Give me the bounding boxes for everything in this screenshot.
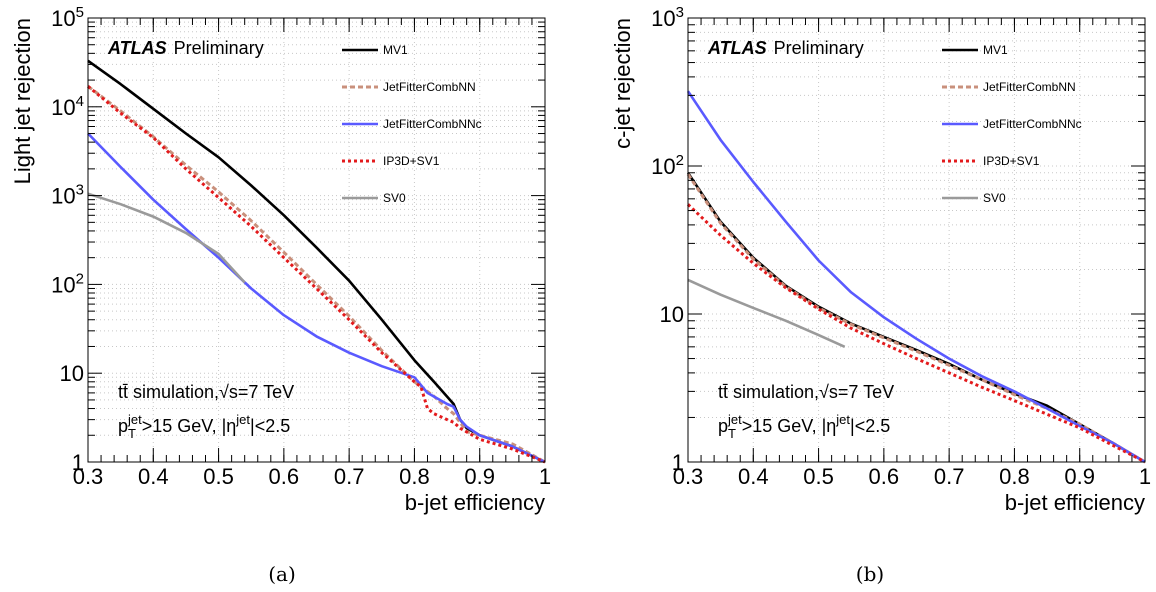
y-tick-label: 105 xyxy=(51,4,84,31)
y-tick-label: 102 xyxy=(51,270,84,297)
x-tick-label: 0.3 xyxy=(73,464,104,489)
series-line-ip3d-sv1 xyxy=(686,203,1146,464)
annotation-cuts: pTjet>15 GeV, |ηjet|<2.5 xyxy=(118,412,290,441)
series-line-jetfittercombnnc xyxy=(686,90,1146,464)
annotation: tt̄ simulation,√s=7 TeV pTjet>15 GeV, |ηj… xyxy=(718,382,894,441)
y-axis: 1 10 102 103 104 105 Light jet rejection xyxy=(10,4,545,475)
series-group xyxy=(686,90,1146,464)
plot-frame xyxy=(87,17,546,463)
annotation-simulation: tt̄ simulation,√s=7 TeV xyxy=(718,382,894,402)
panel-caption: (b) xyxy=(856,562,884,586)
y-tick-label: 1 xyxy=(72,450,84,475)
series-line-jetfittercombnnc xyxy=(87,132,546,464)
plot-frame xyxy=(687,17,1146,463)
x-tick-label: 0.9 xyxy=(464,464,495,489)
series-line-sv0 xyxy=(87,192,246,284)
x-tick-label: 0.5 xyxy=(803,464,834,489)
chart-panel-a: 0.3 0.4 0.5 0.6 0.7 0.8 0.9 1b-jet efficiency11… xyxy=(10,4,551,586)
legend: MV1 JetFitterCombNN JetFitterCombNNc IP3D+S… xyxy=(342,43,482,205)
series-group xyxy=(87,59,546,464)
x-tick-label: 0.8 xyxy=(999,464,1030,489)
x-tick-label: 0.7 xyxy=(934,464,965,489)
x-tick-label: 0.6 xyxy=(269,464,300,489)
legend-label: MV1 xyxy=(983,43,1008,57)
legend-label: JetFitterCombNNc xyxy=(983,117,1082,131)
x-tick-label: 0.8 xyxy=(399,464,430,489)
x-tick-label: 1 xyxy=(539,464,551,489)
legend-label: JetFitterCombNNc xyxy=(383,117,482,131)
y-tick-label: 102 xyxy=(651,152,684,179)
x-tick-label: 0.3 xyxy=(673,464,704,489)
y-axis-label: Light jet rejection xyxy=(10,18,35,184)
x-tick-label: 1 xyxy=(1139,464,1151,489)
legend-label: MV1 xyxy=(383,43,408,57)
x-tick-label: 0.6 xyxy=(869,464,900,489)
panel-caption: (a) xyxy=(268,562,296,586)
y-axis: 1 10 102 103 c-jet rejection xyxy=(610,4,1145,475)
y-tick-label: 104 xyxy=(51,93,84,120)
y-tick-label: 10 xyxy=(60,361,84,386)
annotation-simulation: tt̄ simulation,√s=7 TeV xyxy=(118,382,294,402)
y-tick-label: 103 xyxy=(651,4,684,31)
x-axis-label: b-jet efficiency xyxy=(405,490,545,515)
legend-label: IP3D+SV1 xyxy=(383,154,440,168)
x-tick-label: 0.4 xyxy=(738,464,769,489)
series-line-sv0 xyxy=(687,278,846,348)
x-axis-label: b-jet efficiency xyxy=(1005,490,1145,515)
legend-label: JetFitterCombNN xyxy=(983,80,1076,94)
grid xyxy=(88,18,545,462)
y-tick-label: 10 xyxy=(660,302,684,327)
annotation-cuts: pTjet>15 GeV, |ηjet|<2.5 xyxy=(718,412,890,441)
annotation: tt̄ simulation,√s=7 TeV pTjet>15 GeV, |ηj… xyxy=(118,382,294,441)
x-tick-label: 0.9 xyxy=(1064,464,1095,489)
atlas-label: ATLAS Preliminary xyxy=(707,38,864,58)
chart-panel-b: 0.3 0.4 0.5 0.6 0.7 0.8 0.9 1b-jet efficiency11… xyxy=(610,4,1151,586)
legend-label: SV0 xyxy=(983,191,1006,205)
x-tick-label: 0.5 xyxy=(203,464,234,489)
series-line-jetfittercombnn xyxy=(686,173,1146,464)
legend-label: SV0 xyxy=(383,191,406,205)
x-tick-label: 0.4 xyxy=(138,464,169,489)
y-axis-label: c-jet rejection xyxy=(610,18,635,149)
x-axis: 0.3 0.4 0.5 0.6 0.7 0.8 0.9 1b-jet efficiency xyxy=(73,18,551,515)
series-line-ip3d-sv1 xyxy=(87,85,546,464)
y-tick-label: 1 xyxy=(672,450,684,475)
y-tick-label: 103 xyxy=(51,182,84,209)
series-line-jetfittercombnn xyxy=(87,85,546,464)
legend-label: IP3D+SV1 xyxy=(983,154,1040,168)
atlas-label: ATLAS Preliminary xyxy=(107,38,264,58)
x-tick-label: 0.7 xyxy=(334,464,365,489)
x-axis: 0.3 0.4 0.5 0.6 0.7 0.8 0.9 1b-jet efficiency xyxy=(673,18,1151,515)
legend: MV1 JetFitterCombNN JetFitterCombNNc IP3D+S… xyxy=(942,43,1082,205)
legend-label: JetFitterCombNN xyxy=(383,80,476,94)
